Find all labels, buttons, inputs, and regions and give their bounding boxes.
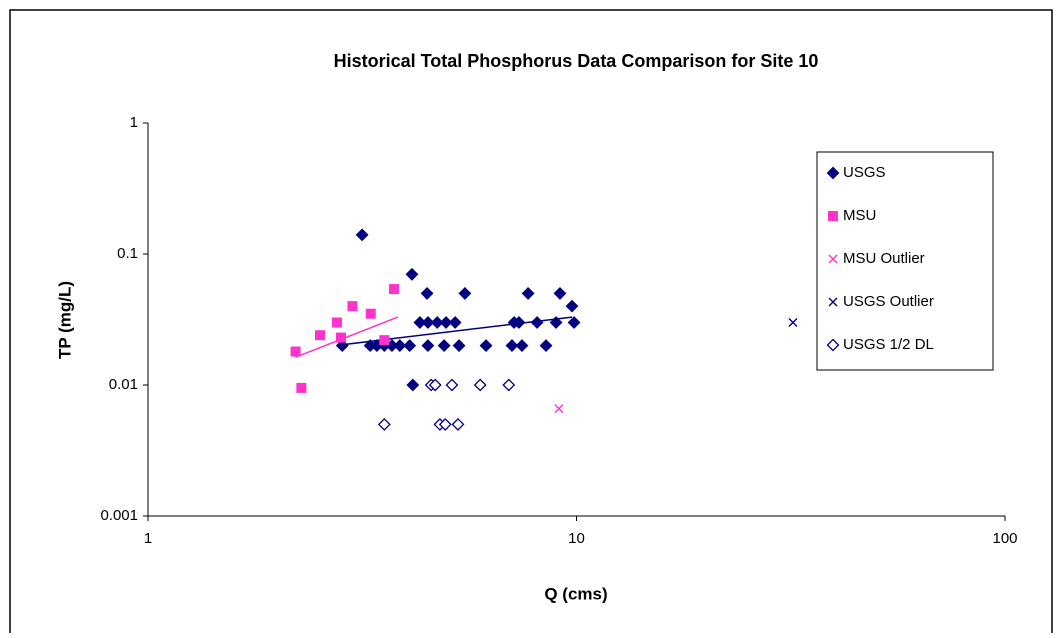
y-tick-label: 0.1 [117, 245, 138, 262]
marker [515, 339, 529, 352]
marker [335, 332, 346, 343]
legend-box [816, 151, 994, 371]
marker [331, 317, 342, 328]
trendline [295, 316, 399, 358]
legend-marker [828, 211, 838, 221]
legend-label: USGS [843, 164, 886, 181]
marker [393, 339, 407, 352]
marker [448, 316, 462, 329]
x-tick-label: 1 [144, 530, 152, 547]
marker [567, 316, 581, 329]
x-axis-label: Q (cms) [544, 584, 607, 603]
marker [505, 339, 519, 352]
marker [365, 308, 376, 319]
marker [405, 267, 419, 281]
marker [788, 318, 798, 327]
marker [512, 316, 526, 329]
marker [355, 228, 369, 242]
marker [406, 378, 420, 392]
chart-title: Historical Total Phosphorus Data Compari… [334, 51, 819, 71]
marker [458, 287, 472, 300]
x-tick-label: 10 [568, 530, 585, 547]
y-tick-label: 0.001 [100, 507, 138, 524]
marker [430, 316, 444, 329]
marker [549, 316, 563, 329]
marker [554, 404, 564, 414]
marker [539, 339, 553, 352]
marker [388, 284, 399, 295]
marker [347, 301, 358, 312]
marker [428, 378, 442, 392]
legend-marker [828, 297, 838, 307]
marker [437, 339, 451, 352]
y-axis-label: TP (mg/L) [55, 281, 74, 359]
marker [315, 330, 326, 341]
marker [452, 339, 466, 352]
legend-label: USGS Outlier [843, 293, 934, 310]
legend-marker [826, 338, 840, 352]
marker [473, 378, 487, 392]
marker [377, 418, 391, 431]
marker [451, 418, 465, 431]
marker [553, 287, 567, 300]
marker [379, 335, 390, 346]
marker [403, 339, 417, 352]
marker [439, 316, 453, 329]
marker [296, 382, 307, 393]
marker [438, 418, 452, 431]
marker [421, 339, 435, 352]
marker [521, 287, 535, 300]
legend-label: MSU [843, 207, 876, 224]
marker [530, 316, 544, 329]
y-tick-label: 0.01 [109, 376, 138, 393]
x-tick-label: 100 [992, 530, 1017, 547]
marker [421, 316, 435, 329]
legend-label: MSU Outlier [843, 250, 925, 267]
marker [290, 346, 301, 357]
marker [335, 339, 349, 352]
legend-label: USGS 1/2 DL [843, 336, 934, 353]
y-tick-label: 1 [130, 114, 138, 131]
marker [565, 299, 579, 313]
marker [445, 378, 459, 392]
marker [420, 287, 434, 300]
legend-marker [826, 166, 840, 180]
marker [479, 339, 493, 352]
legend-marker [828, 254, 838, 264]
marker [502, 378, 516, 392]
